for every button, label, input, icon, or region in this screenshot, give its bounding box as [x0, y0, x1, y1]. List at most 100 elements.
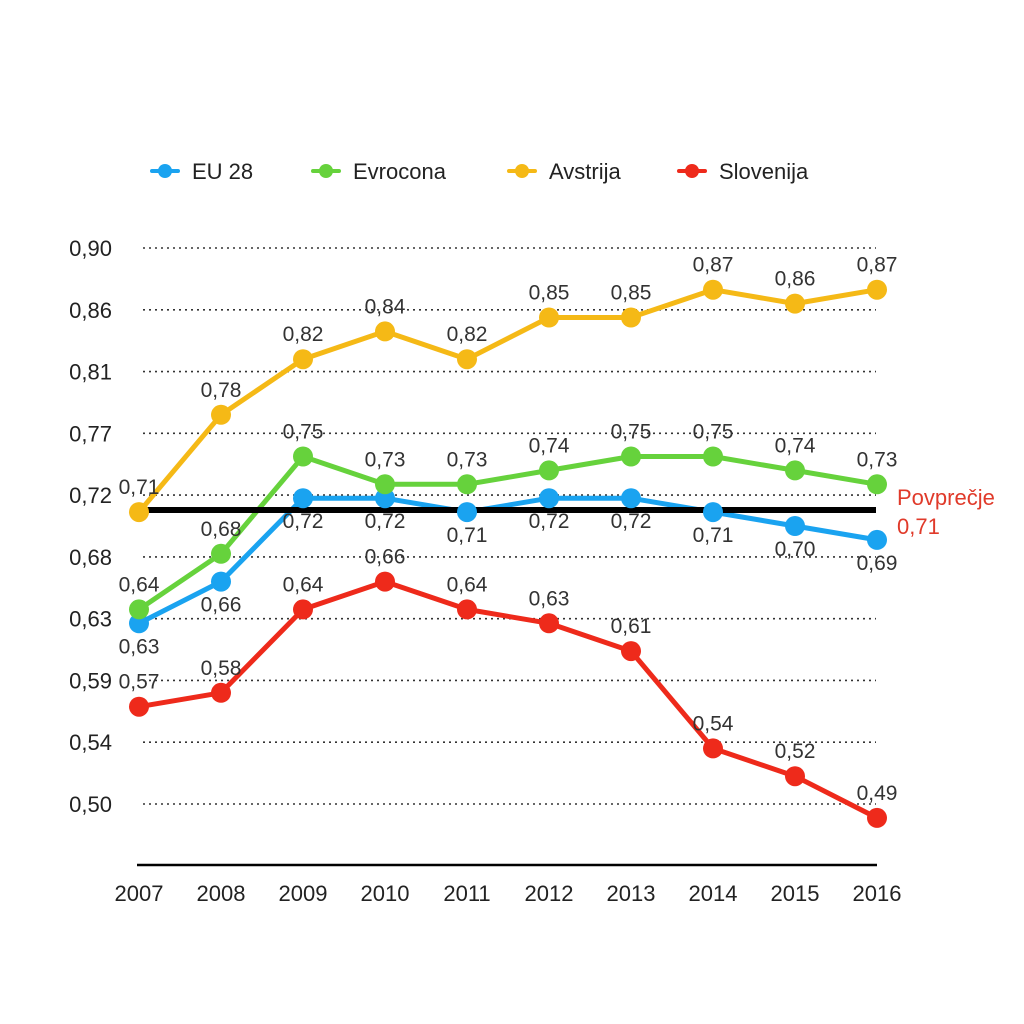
data-point-slovenija	[457, 599, 477, 620]
series-line-avstrija	[136, 287, 880, 515]
data-point-eu28	[867, 529, 887, 550]
data-label-avstrija: 0,71	[119, 476, 160, 499]
data-label-avstrija: 0,86	[775, 268, 816, 291]
data-point-evrocona	[785, 460, 805, 481]
y-tick-label: 0,72	[69, 483, 112, 508]
data-point-slovenija	[375, 571, 395, 592]
data-point-slovenija	[129, 696, 149, 717]
data-point-evrocona	[375, 474, 395, 495]
average-annotation: Povprečje 0,71	[897, 485, 995, 539]
data-point-evrocona	[293, 446, 313, 467]
data-label-eu28: 0,63	[119, 635, 160, 658]
y-tick-label: 0,77	[69, 421, 112, 446]
legend-label-slovenija: Slovenija	[719, 159, 809, 184]
data-labels: 0,63 0,66 0,72 0,72 0,71 0,72 0,72 0,71 0,70 0,69…	[119, 254, 898, 805]
data-point-evrocona	[211, 543, 231, 564]
y-tick-label: 0,54	[69, 730, 112, 755]
x-tick-label: 2012	[525, 881, 574, 906]
legend: EU 28 Evrocona Avstrija Slovenija	[150, 159, 809, 184]
data-label-slovenija: 0,61	[611, 615, 652, 638]
data-point-eu28	[129, 613, 149, 634]
data-label-avstrija: 0,82	[283, 323, 324, 346]
x-tick-label: 2007	[115, 881, 164, 906]
data-point-slovenija	[293, 599, 313, 620]
legend-label-eu28: EU 28	[192, 159, 253, 184]
data-point-avstrija	[457, 349, 477, 370]
x-tick-label: 2010	[361, 881, 410, 906]
data-label-slovenija: 0,52	[775, 740, 816, 763]
data-label-avstrija: 0,82	[447, 323, 488, 346]
grid-lines	[143, 247, 876, 805]
data-label-eu28: 0,71	[693, 524, 734, 547]
data-label-eu28: 0,72	[283, 510, 324, 533]
data-point-avstrija	[211, 404, 231, 425]
y-tick-label: 0,50	[69, 792, 112, 817]
data-point-slovenija	[785, 766, 805, 787]
y-tick-label: 0,59	[69, 668, 112, 693]
data-label-evrocona: 0,75	[283, 421, 324, 444]
y-tick-label: 0,68	[69, 545, 112, 570]
data-point-evrocona	[539, 460, 559, 481]
data-point-eu28	[621, 488, 641, 509]
data-point-eu28	[703, 502, 723, 523]
data-point-avstrija	[129, 502, 149, 523]
series-line-slovenija	[136, 579, 880, 821]
legend-swatch-dot	[685, 164, 699, 178]
data-label-evrocona: 0,75	[611, 421, 652, 444]
data-label-slovenija: 0,49	[857, 782, 898, 805]
data-label-evrocona: 0,73	[857, 448, 898, 471]
x-tick-label: 2016	[853, 881, 902, 906]
data-point-avstrija	[785, 293, 805, 314]
data-point-avstrija	[375, 321, 395, 342]
data-label-slovenija: 0,57	[119, 671, 160, 694]
data-point-slovenija	[211, 682, 231, 703]
data-label-slovenija: 0,64	[283, 573, 324, 596]
data-point-avstrija	[867, 279, 887, 300]
legend-swatch-dot	[515, 164, 529, 178]
data-point-avstrija	[621, 307, 641, 328]
data-label-eu28: 0,72	[529, 510, 570, 533]
data-point-eu28	[293, 488, 313, 509]
series-points	[129, 279, 887, 828]
data-label-eu28: 0,69	[857, 552, 898, 575]
average-value: 0,71	[897, 514, 940, 539]
x-tick-label: 2015	[771, 881, 820, 906]
data-point-avstrija	[293, 349, 313, 370]
data-label-avstrija: 0,85	[529, 282, 570, 305]
data-point-evrocona	[703, 446, 723, 467]
legend-swatch-dot	[158, 164, 172, 178]
data-point-evrocona	[621, 446, 641, 467]
x-tick-label: 2009	[279, 881, 328, 906]
data-label-slovenija: 0,66	[365, 546, 406, 569]
data-point-eu28	[211, 571, 231, 592]
data-label-eu28: 0,72	[611, 510, 652, 533]
data-point-evrocona	[129, 599, 149, 620]
x-tick-label: 2008	[197, 881, 246, 906]
y-tick-label: 0,90	[69, 236, 112, 261]
x-tick-label: 2013	[607, 881, 656, 906]
data-point-slovenija	[703, 738, 723, 759]
data-label-evrocona: 0,74	[529, 434, 570, 457]
data-label-slovenija: 0,58	[201, 657, 242, 680]
data-point-eu28	[375, 488, 395, 509]
data-label-eu28: 0,71	[447, 524, 488, 547]
data-label-avstrija: 0,78	[201, 379, 242, 402]
data-label-evrocona: 0,75	[693, 421, 734, 444]
average-label: Povprečje	[897, 485, 995, 510]
data-point-evrocona	[867, 474, 887, 495]
data-point-slovenija	[867, 807, 887, 828]
y-axis-ticks: 0,50 0,54 0,59 0,63 0,68 0,72 0,77 0,81 0,86 0,90	[69, 236, 112, 817]
data-point-slovenija	[539, 613, 559, 634]
series-line-eu28	[136, 495, 880, 626]
data-label-avstrija: 0,87	[857, 254, 898, 277]
data-point-avstrija	[703, 279, 723, 300]
y-tick-label: 0,86	[69, 298, 112, 323]
data-label-eu28: 0,72	[365, 510, 406, 533]
x-tick-label: 2011	[443, 881, 490, 906]
legend-label-avstrija: Avstrija	[549, 159, 621, 184]
x-tick-label: 2014	[689, 881, 738, 906]
series-line-evrocona	[136, 454, 880, 612]
legend-swatch-dot	[319, 164, 333, 178]
data-label-slovenija: 0,63	[529, 587, 570, 610]
data-point-slovenija	[621, 641, 641, 662]
